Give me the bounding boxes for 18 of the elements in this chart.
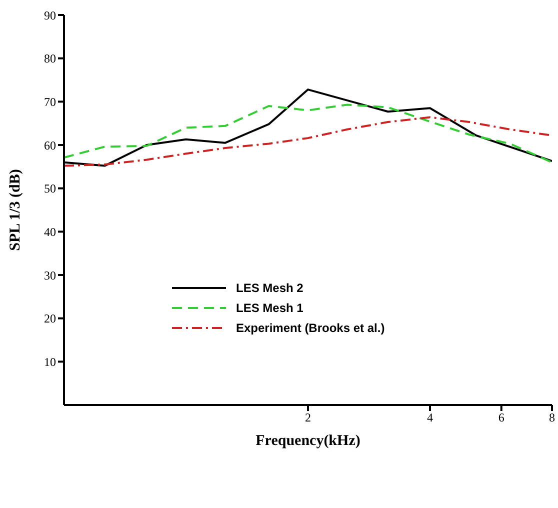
x-tick-label: 2 <box>305 410 311 425</box>
y-tick-label: 80 <box>44 52 56 66</box>
y-tick-label: 60 <box>44 138 56 152</box>
y-tick-label: 10 <box>44 354 56 369</box>
y-tick-label: 40 <box>44 224 56 239</box>
y-tick-label: 20 <box>44 312 56 326</box>
x-tick-label: 4 <box>427 410 433 425</box>
x-axis-title: Frequency(kHz) <box>256 433 360 449</box>
x-tick-label: 8 <box>549 410 555 425</box>
y-tick-label: 30 <box>44 268 56 282</box>
legend-label: Experiment (Brooks et al.) <box>236 321 385 335</box>
y-axis-title: SPL 1/3 (dB) <box>7 169 24 251</box>
y-tick-label: 90 <box>44 8 56 22</box>
legend-label: LES Mesh 2 <box>236 281 304 295</box>
y-tick-label: 50 <box>44 182 56 196</box>
x-tick-label: 6 <box>498 410 504 425</box>
y-tick-label: 70 <box>44 94 56 109</box>
legend-label: LES Mesh 1 <box>236 301 304 315</box>
